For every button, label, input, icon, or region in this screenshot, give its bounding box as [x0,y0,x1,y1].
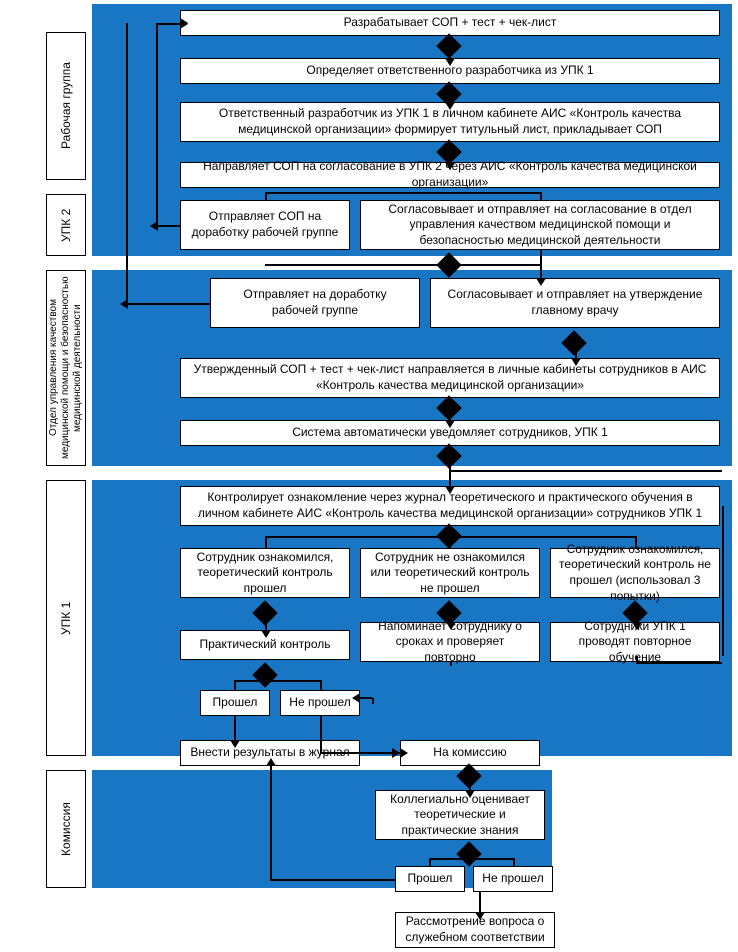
connector-line [450,470,722,472]
connector-line [128,303,210,305]
flow-node: Согласовывает и отправляет на утверждени… [430,278,720,328]
arrow-head-icon [445,58,455,66]
flow-node: Коллегиально оценивает теоретические и п… [375,790,545,840]
flow-node: Отправляет СОП на доработку рабочей груп… [180,200,350,250]
connector-line [513,858,515,866]
connector-line [265,612,267,630]
connector-line [265,674,267,682]
connector-line [234,680,320,682]
connector-line [265,536,267,548]
flow-node: На комиссию [400,740,540,766]
connector-line [540,192,542,200]
connector-line [320,752,400,754]
connector-line [469,853,471,859]
connector-line [234,680,236,690]
flow-node: Прошел [395,866,465,892]
arrow-head-icon [445,486,455,494]
arrow-head-icon [261,630,271,638]
connector-line [156,23,180,25]
connector-line [270,766,272,879]
arrow-head-icon [266,758,276,766]
connector-line [265,192,267,200]
connector-line [636,612,638,622]
lane-label: Рабочая группа [46,32,86,180]
flow-node: Разрабатывает СОП + тест + чек-лист [180,10,720,36]
flow-node: Утвержденный СОП + тест + чек-лист напра… [180,358,720,398]
connector-line [449,152,451,162]
connector-line [449,46,451,58]
connector-line [234,716,236,740]
flow-node: Сотрудник ознакомился, теоретический кон… [180,548,350,598]
arrow-head-icon [465,790,475,798]
arrow-head-icon [180,18,188,28]
flowchart-canvas: Рабочая группа УПК 2 Отдел управления каче… [0,0,738,952]
connector-line [360,697,372,699]
lane-label: Отдел управления качеством медицинской п… [46,270,86,466]
connector-line [320,680,322,690]
connector-line [320,716,322,752]
flow-node: Сотрудник не ознакомился или теоретическ… [360,548,540,598]
arrow-head-icon [632,622,642,630]
connector-line [429,858,513,860]
connector-line [479,892,481,912]
flow-node: Прошел [200,690,270,716]
connector-line [270,879,395,881]
connector-line [450,612,452,622]
arrow-head-icon [352,693,360,703]
connector-line [540,250,542,278]
connector-line [636,662,722,664]
flow-node: Сотрудник ознакомился, теоретический кон… [550,548,720,598]
arrow-head-icon [230,740,240,748]
connector-line [449,536,451,548]
connector-line [429,858,431,866]
connector-line [372,698,374,704]
arrow-head-icon [536,278,546,286]
connector-line [469,766,471,790]
lane-label: Комиссия [46,770,86,888]
connector-line [449,408,451,420]
flow-node: Отправляет на доработку рабочей группе [210,278,420,328]
arrow-head-icon [400,748,408,758]
lane-label: УПК 2 [46,194,86,256]
connector-line [722,506,724,656]
connector-line [265,264,440,266]
connector-line [575,342,577,358]
arrow-head-icon [445,162,455,170]
connector-line [635,536,637,548]
arrow-head-icon [475,912,485,920]
connector-line [158,225,180,227]
connector-line [450,662,452,666]
arrow-head-icon [392,748,400,758]
connector-line [449,94,451,102]
connector-line [636,656,638,664]
arrow-head-icon [445,102,455,110]
arrow-head-icon [446,622,456,630]
connector-line [449,264,541,266]
arrow-head-icon [571,358,581,366]
connector-line [265,192,540,194]
flow-node: Согласовывает и отправляет на согласован… [360,200,720,250]
flow-node: Не прошел [280,690,360,716]
lane-label: УПК 1 [46,480,86,756]
connector-line [156,23,158,227]
flow-node: Не прошел [473,866,553,892]
connector-line [126,23,128,305]
arrow-head-icon [445,420,455,428]
